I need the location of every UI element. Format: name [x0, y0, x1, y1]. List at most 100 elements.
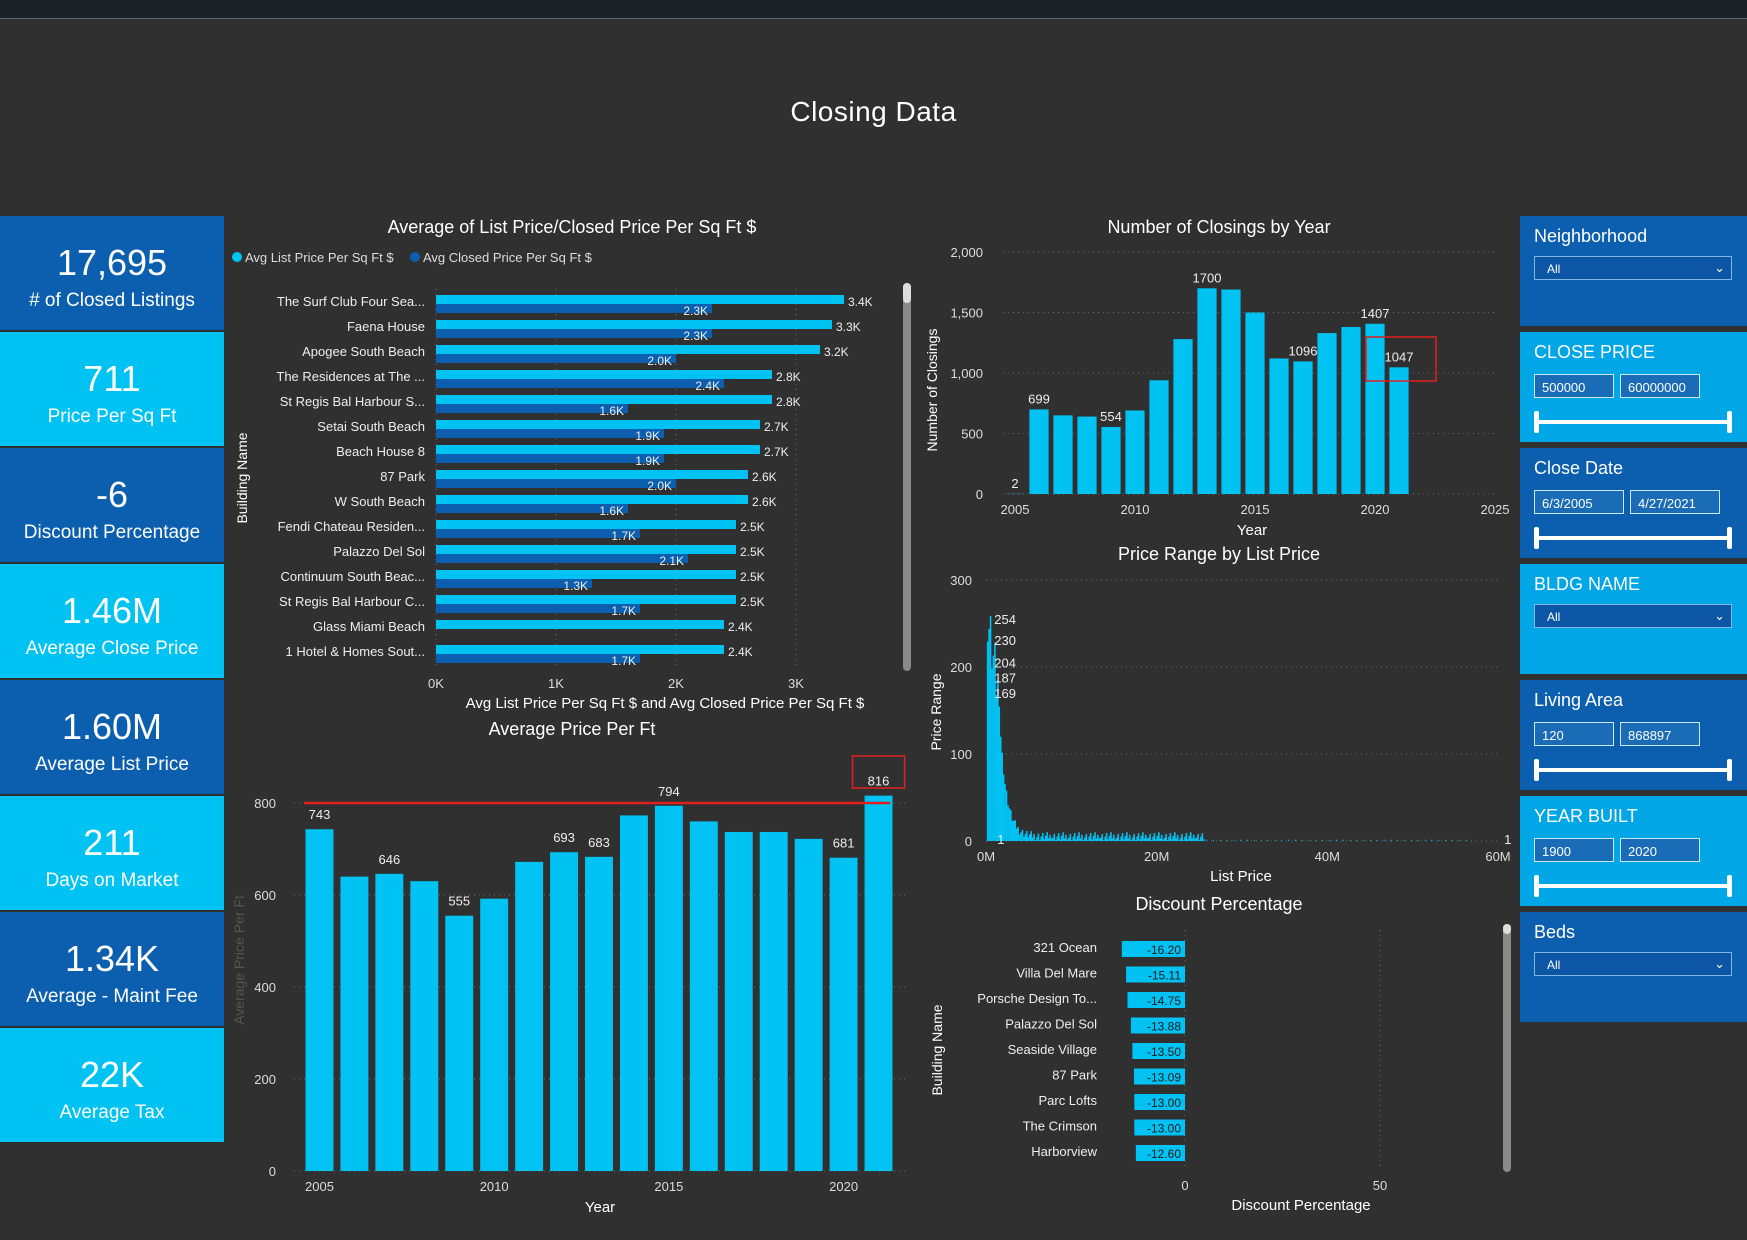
- bar: [515, 861, 544, 1171]
- x-tick-label: 3K: [788, 676, 804, 691]
- close-price-min-input[interactable]: 500000: [1534, 374, 1614, 398]
- living-area-max-input[interactable]: 868897: [1620, 722, 1700, 746]
- bar: [1007, 805, 1009, 841]
- bar: [436, 404, 628, 413]
- living-area-slider[interactable]: [1534, 759, 1732, 781]
- data-label: 2.3K: [683, 329, 708, 343]
- year-built-min-input[interactable]: 1900: [1534, 838, 1614, 862]
- category-label: The Crimson: [1023, 1119, 1097, 1134]
- bar: [1133, 1068, 1185, 1085]
- neighborhood-dropdown[interactable]: All ⌄: [1534, 256, 1732, 280]
- bar: [1110, 832, 1112, 841]
- bar: [1123, 839, 1125, 841]
- bar: [1094, 832, 1096, 841]
- dropdown-value: All: [1547, 262, 1561, 276]
- data-label: -14.75: [1147, 994, 1181, 1008]
- slider-max-handle[interactable]: [1727, 411, 1732, 433]
- year-built-max-input[interactable]: 2020: [1620, 838, 1700, 862]
- data-label: 2.8K: [776, 370, 801, 384]
- bar: [1030, 831, 1032, 841]
- bar: [1397, 839, 1399, 841]
- bar: [1349, 839, 1351, 841]
- kpi-label: Average Close Price: [25, 638, 199, 659]
- filter-bldg-name: BLDG NAME All ⌄: [1520, 564, 1747, 674]
- data-label: 816: [868, 774, 890, 789]
- bar: [1194, 838, 1196, 841]
- data-label: 2.6K: [752, 470, 777, 484]
- slider-max-handle[interactable]: [1727, 527, 1732, 549]
- bar: [1033, 834, 1035, 841]
- bar: [436, 429, 664, 438]
- category-label: Apogee South Beach: [302, 344, 425, 359]
- bar: [1085, 834, 1088, 841]
- scrollbar: [903, 283, 911, 671]
- slider-min-handle[interactable]: [1534, 759, 1539, 781]
- bar: [1189, 832, 1192, 841]
- year-built-slider[interactable]: [1534, 875, 1732, 897]
- bar: [1121, 941, 1185, 957]
- bar: [1018, 834, 1021, 841]
- data-label: 204: [994, 656, 1016, 671]
- slider-min-handle[interactable]: [1534, 527, 1539, 549]
- bar: [1153, 833, 1156, 841]
- bar: [1027, 837, 1030, 841]
- bar: [1438, 839, 1440, 841]
- slider-min-handle[interactable]: [1534, 411, 1539, 433]
- kpi-card-average-close-price: 1.46M Average Close Price: [0, 564, 224, 678]
- bar: [1424, 839, 1426, 841]
- kpi-value: 711: [83, 358, 141, 399]
- bar: [1260, 839, 1262, 841]
- bar: [1166, 840, 1169, 841]
- bar: [1070, 840, 1073, 841]
- bar: [1031, 837, 1034, 841]
- bar: [1451, 839, 1453, 841]
- bldg-name-dropdown[interactable]: All ⌄: [1534, 604, 1732, 628]
- x-tick-label: 2005: [305, 1179, 334, 1194]
- legend-marker: [232, 252, 242, 262]
- beds-dropdown[interactable]: All ⌄: [1534, 952, 1732, 976]
- living-area-min-input[interactable]: 120: [1534, 722, 1614, 746]
- bar: [1049, 834, 1051, 841]
- bar: [1294, 839, 1296, 841]
- bar: [989, 616, 992, 841]
- bar: [436, 354, 676, 363]
- bar: [1118, 840, 1121, 841]
- category-label: Villa Del Mare: [1016, 966, 1097, 981]
- close-price-max-input[interactable]: 60000000: [1620, 374, 1700, 398]
- slider-min-handle[interactable]: [1534, 875, 1539, 897]
- data-label: 187: [994, 670, 1016, 685]
- category-label: Harborview: [1031, 1144, 1097, 1159]
- bar: [1104, 836, 1106, 841]
- slider-max-handle[interactable]: [1727, 875, 1732, 897]
- data-label: -13.00: [1147, 1122, 1181, 1136]
- data-label: 699: [1028, 391, 1050, 406]
- close-date-start-input[interactable]: 6/3/2005: [1534, 490, 1624, 514]
- bar: [550, 852, 579, 1171]
- close-price-slider[interactable]: [1534, 411, 1732, 433]
- bar: [1281, 839, 1283, 841]
- bar: [794, 838, 823, 1171]
- bar: [1082, 840, 1085, 841]
- bar: [1341, 327, 1361, 494]
- bar: [1046, 832, 1048, 841]
- bar: [1084, 837, 1086, 841]
- bar: [436, 504, 628, 513]
- filter-title: BLDG NAME: [1534, 574, 1641, 594]
- bar: [1192, 834, 1195, 841]
- data-label: 1096: [1289, 343, 1318, 358]
- bar: [1034, 840, 1037, 841]
- bar: [1136, 836, 1138, 841]
- y-tick-label: 300: [950, 573, 972, 588]
- y-tick-label: 800: [254, 796, 276, 811]
- data-label: -16.20: [1147, 943, 1181, 957]
- data-label: 693: [553, 830, 575, 845]
- close-date-end-input[interactable]: 4/27/2021: [1630, 490, 1720, 514]
- bar: [1226, 839, 1228, 841]
- bar: [1002, 774, 1005, 841]
- x-tick-label: 2010: [1121, 502, 1150, 517]
- kpi-label: # of Closed Listings: [29, 290, 195, 311]
- y-tick-label: 0: [269, 1164, 276, 1179]
- slider-max-handle[interactable]: [1727, 759, 1732, 781]
- bar: [1135, 1145, 1185, 1161]
- close-date-slider[interactable]: [1534, 527, 1732, 549]
